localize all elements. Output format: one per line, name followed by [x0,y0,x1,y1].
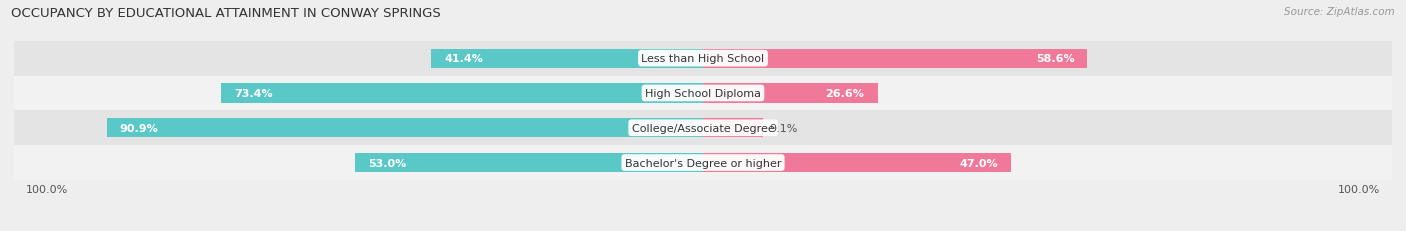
Bar [703,153,1011,172]
Bar [14,42,1392,76]
Bar [703,84,877,103]
Bar [14,111,1392,146]
Text: 9.1%: 9.1% [769,123,797,133]
Bar [432,49,703,68]
Bar [14,146,1392,180]
Bar [356,153,703,172]
Bar [703,119,762,138]
Text: 58.6%: 58.6% [1036,54,1074,64]
Text: OCCUPANCY BY EDUCATIONAL ATTAINMENT IN CONWAY SPRINGS: OCCUPANCY BY EDUCATIONAL ATTAINMENT IN C… [11,7,441,20]
Bar [107,119,703,138]
Bar [14,76,1392,111]
Text: Less than High School: Less than High School [641,54,765,64]
Text: 73.4%: 73.4% [235,88,273,99]
Bar [703,49,1087,68]
Text: 53.0%: 53.0% [368,158,406,168]
Text: 26.6%: 26.6% [825,88,865,99]
Text: 47.0%: 47.0% [960,158,998,168]
Bar [221,84,703,103]
Text: 41.4%: 41.4% [444,54,484,64]
Text: Source: ZipAtlas.com: Source: ZipAtlas.com [1284,7,1395,17]
Text: Bachelor's Degree or higher: Bachelor's Degree or higher [624,158,782,168]
Text: College/Associate Degree: College/Associate Degree [631,123,775,133]
Text: 90.9%: 90.9% [120,123,159,133]
Text: High School Diploma: High School Diploma [645,88,761,99]
